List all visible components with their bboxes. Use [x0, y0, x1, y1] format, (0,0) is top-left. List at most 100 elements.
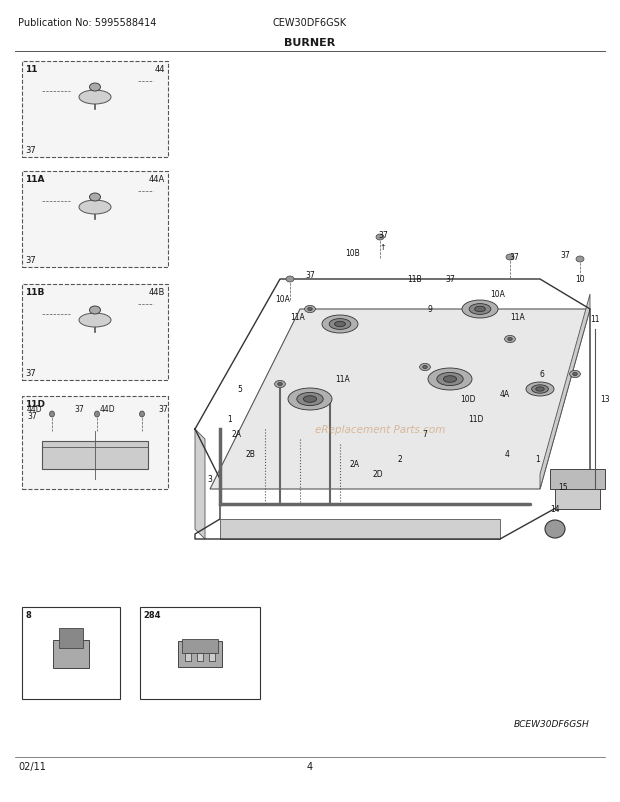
Ellipse shape: [462, 301, 498, 318]
Text: 37: 37: [25, 256, 36, 265]
Text: 11A: 11A: [25, 175, 45, 184]
Bar: [197, 653, 203, 661]
Text: 10D: 10D: [460, 395, 476, 404]
Text: 15: 15: [559, 483, 568, 492]
Polygon shape: [220, 520, 500, 539]
Text: 2B: 2B: [245, 450, 255, 459]
Ellipse shape: [576, 257, 584, 263]
Ellipse shape: [545, 520, 565, 538]
Text: 44A: 44A: [149, 175, 165, 184]
Ellipse shape: [437, 373, 463, 386]
Text: 2A: 2A: [350, 460, 360, 469]
Bar: [22, 62, 168, 158]
Text: 14: 14: [551, 505, 560, 514]
Ellipse shape: [428, 369, 472, 391]
Text: 10A: 10A: [490, 290, 505, 299]
Text: 284: 284: [143, 610, 161, 619]
Text: 1: 1: [535, 455, 540, 464]
Ellipse shape: [140, 411, 144, 418]
Bar: [182, 639, 218, 653]
Text: 44B: 44B: [149, 288, 165, 297]
Ellipse shape: [329, 319, 351, 330]
Text: 02/11: 02/11: [18, 761, 46, 771]
Ellipse shape: [474, 307, 485, 312]
Ellipse shape: [308, 308, 312, 311]
Ellipse shape: [278, 383, 282, 386]
Bar: [42, 441, 148, 469]
Bar: [22, 285, 168, 380]
Text: 2A: 2A: [232, 430, 242, 439]
Text: 4: 4: [307, 761, 313, 771]
Ellipse shape: [573, 373, 577, 376]
Bar: [59, 628, 83, 648]
Text: 5: 5: [237, 385, 242, 394]
Text: CEW30DF6GSK: CEW30DF6GSK: [273, 18, 347, 28]
Ellipse shape: [376, 235, 384, 241]
Ellipse shape: [303, 396, 317, 403]
Text: 8: 8: [25, 610, 31, 619]
Ellipse shape: [570, 371, 580, 378]
Text: 2D: 2D: [373, 470, 383, 479]
Text: 37: 37: [305, 270, 315, 279]
Bar: [555, 477, 600, 509]
Text: 37: 37: [27, 411, 37, 420]
Text: 13: 13: [600, 395, 609, 404]
Ellipse shape: [304, 306, 316, 314]
Bar: [209, 653, 215, 661]
Text: 11B: 11B: [408, 275, 422, 284]
Ellipse shape: [288, 388, 332, 411]
Text: 37: 37: [509, 253, 519, 262]
Text: 1: 1: [228, 415, 232, 424]
Text: 10A: 10A: [275, 295, 290, 304]
Ellipse shape: [526, 383, 554, 396]
Ellipse shape: [506, 255, 514, 261]
Ellipse shape: [79, 314, 111, 327]
Polygon shape: [210, 310, 590, 489]
Ellipse shape: [286, 277, 294, 282]
Text: 4A: 4A: [500, 390, 510, 399]
Text: 37: 37: [74, 404, 84, 414]
Ellipse shape: [79, 200, 111, 215]
Text: 6: 6: [540, 370, 545, 379]
Ellipse shape: [335, 322, 345, 327]
Ellipse shape: [79, 91, 111, 105]
Text: 11D: 11D: [25, 399, 45, 408]
Ellipse shape: [469, 304, 491, 315]
Ellipse shape: [322, 316, 358, 334]
Ellipse shape: [531, 385, 549, 394]
Ellipse shape: [443, 376, 456, 383]
Text: 11: 11: [590, 315, 600, 324]
Text: Publication No: 5995588414: Publication No: 5995588414: [18, 18, 156, 28]
Ellipse shape: [508, 338, 512, 341]
Ellipse shape: [505, 336, 515, 343]
Bar: [140, 607, 260, 699]
Text: 3: 3: [207, 475, 212, 484]
Ellipse shape: [94, 411, 99, 418]
Text: 11A: 11A: [335, 375, 350, 384]
Text: 44: 44: [154, 65, 165, 74]
Text: 37: 37: [158, 404, 168, 414]
Text: 11: 11: [25, 65, 37, 74]
Text: 11A: 11A: [510, 313, 525, 322]
Text: 7: 7: [423, 430, 427, 439]
Polygon shape: [195, 429, 205, 539]
Text: 37: 37: [25, 146, 36, 155]
Text: 2: 2: [397, 455, 402, 464]
Ellipse shape: [50, 411, 55, 418]
Text: 37: 37: [445, 275, 455, 284]
Ellipse shape: [89, 84, 100, 92]
Ellipse shape: [297, 393, 323, 406]
Text: 10: 10: [575, 275, 585, 284]
Text: 11D: 11D: [468, 415, 484, 424]
Bar: [185, 653, 191, 661]
Text: 37: 37: [25, 369, 36, 378]
Text: eReplacement Parts.com: eReplacement Parts.com: [315, 424, 445, 435]
Bar: [22, 172, 168, 268]
Ellipse shape: [89, 306, 100, 314]
Text: BCEW30DF6GSH: BCEW30DF6GSH: [514, 719, 590, 728]
Text: ↑: ↑: [380, 243, 386, 252]
Text: 44D: 44D: [27, 404, 43, 414]
Text: 37: 37: [560, 250, 570, 259]
Text: 9: 9: [428, 305, 432, 314]
Polygon shape: [540, 294, 590, 489]
